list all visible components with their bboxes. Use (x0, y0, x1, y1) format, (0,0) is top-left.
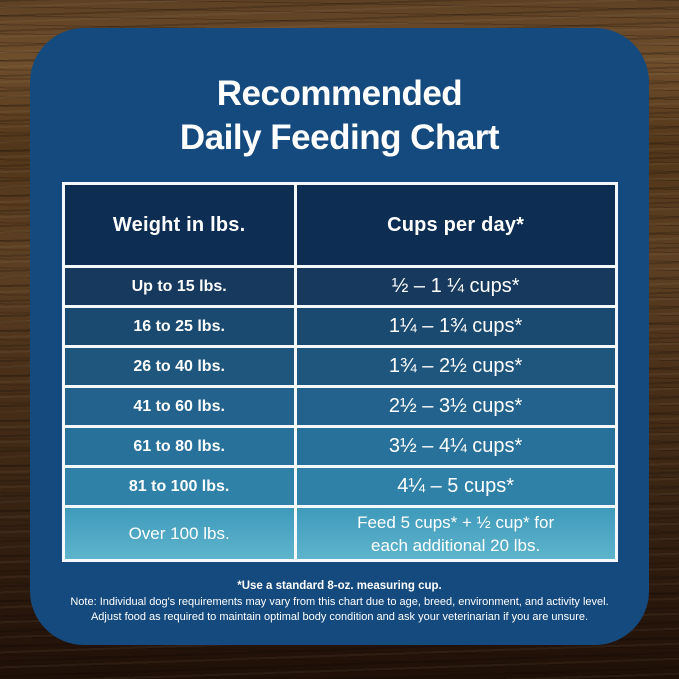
weight-cell: Up to 15 lbs. (61, 265, 297, 308)
cups-cell: ½ – 1 ¼ cups* (293, 265, 618, 308)
footnote-note-line-1: Note: Individual dog's requirements may … (70, 596, 609, 608)
table-header-row: Weight in lbs. Cups per day* (61, 182, 618, 268)
title-line-2: Daily Feeding Chart (179, 118, 500, 157)
weight-cell: 26 to 40 lbs. (61, 345, 297, 388)
table-row: 16 to 25 lbs. 1¼ – 1¾ cups* (61, 305, 618, 348)
weight-cell: 16 to 25 lbs. (61, 305, 297, 348)
table-row: Over 100 lbs. Feed 5 cups* + ½ cup* for e… (61, 505, 618, 562)
table-row: 81 to 100 lbs. 4¼ – 5 cups* (61, 465, 618, 508)
table-row: 26 to 40 lbs. 1¾ – 2½ cups* (61, 345, 618, 388)
column-header-cups: Cups per day* (293, 182, 618, 268)
column-header-weight: Weight in lbs. (61, 182, 297, 268)
footnote-measuring-cup: *Use a standard 8-oz. measuring cup. (237, 580, 442, 592)
footnote-note-line-2: Adjust food as required to maintain opti… (90, 611, 589, 623)
cups-cell: 1¾ – 2½ cups* (293, 345, 618, 388)
table-row: Up to 15 lbs. ½ – 1 ¼ cups* (61, 265, 618, 308)
footnotes: *Use a standard 8-oz. measuring cup. Not… (47, 579, 633, 625)
title-line-1: Recommended (216, 74, 463, 113)
cups-cell: 4¼ – 5 cups* (293, 465, 618, 508)
weight-cell: 41 to 60 lbs. (61, 385, 297, 428)
cups-cell: 3½ – 4¼ cups* (293, 425, 618, 468)
feeding-chart-card: Recommended Daily Feeding Chart Weight i… (30, 28, 649, 645)
page-title: Recommended Daily Feeding Chart (179, 72, 500, 160)
cups-cell: 2½ – 3½ cups* (293, 385, 618, 428)
weight-cell: 61 to 80 lbs. (61, 425, 297, 468)
weight-cell: Over 100 lbs. (61, 505, 297, 562)
feeding-table-body: Up to 15 lbs. ½ – 1 ¼ cups* 16 to 25 lbs. 1… (61, 265, 618, 562)
cups-cell: Feed 5 cups* + ½ cup* for each additiona… (293, 505, 618, 562)
table-row: 41 to 60 lbs. 2½ – 3½ cups* (61, 385, 618, 428)
table-row: 61 to 80 lbs. 3½ – 4¼ cups* (61, 425, 618, 468)
cups-cell: 1¼ – 1¾ cups* (293, 305, 618, 348)
weight-cell: 81 to 100 lbs. (61, 465, 297, 508)
feeding-table: Weight in lbs. Cups per day* Up to 15 lb… (61, 182, 618, 562)
